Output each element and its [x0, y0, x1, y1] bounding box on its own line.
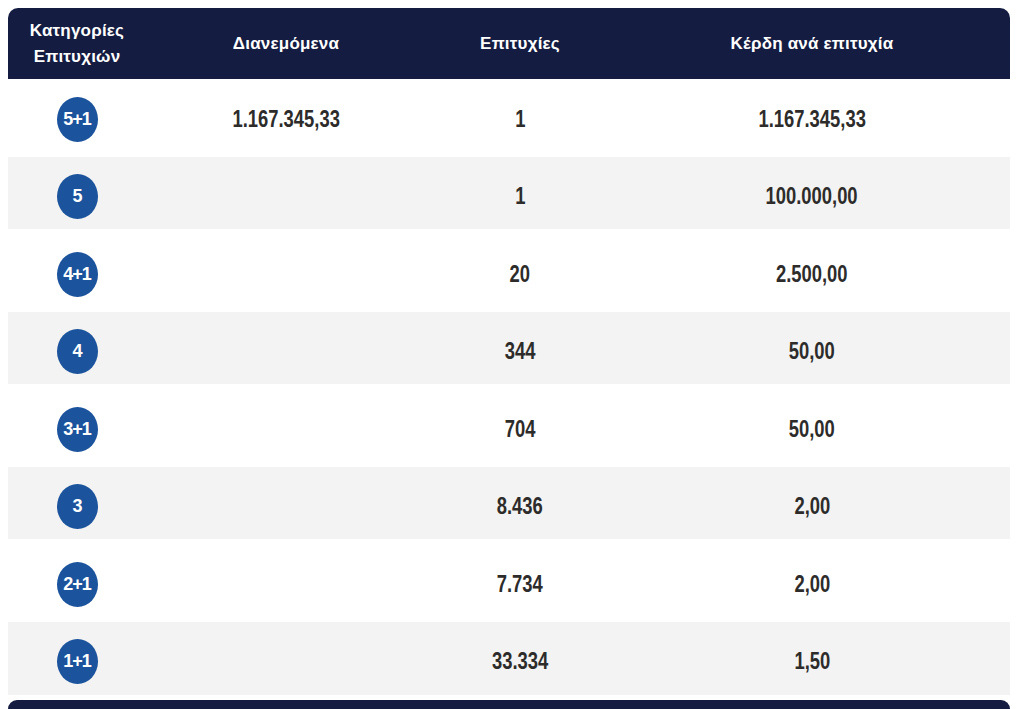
table-row: 4 344 50,00 [8, 312, 1010, 390]
category-badge: 2+1 [57, 562, 98, 607]
category-badge: 3+1 [57, 407, 98, 452]
prize-value: 2,00 [794, 493, 830, 520]
prize-value: 2.500,00 [776, 261, 848, 288]
next-table-header-top [8, 700, 1010, 709]
header-prize-per-win: Κέρδη ανά επιτυχία [614, 8, 1010, 79]
table-row: 5 1 100.000,00 [8, 157, 1010, 235]
category-badge: 4 [57, 329, 98, 374]
prize-value: 1,50 [794, 648, 830, 675]
table-row: 5+1 1.167.345,33 1 1.167.345,33 [8, 79, 1010, 157]
category-badge: 4+1 [57, 252, 98, 297]
distributed-value: 1.167.345,33 [232, 106, 339, 133]
winnings-table: ΚατηγορίεςΕπιτυχιών Διανεμόμενα Επιτυχίε… [8, 8, 1010, 699]
wins-value: 20 [510, 261, 530, 288]
header-wins: Επιτυχίες [426, 8, 614, 79]
wins-value: 8.436 [497, 493, 543, 520]
header-categories: ΚατηγορίεςΕπιτυχιών [8, 8, 146, 79]
header-distributed: Διανεμόμενα [146, 8, 426, 79]
category-badge: 1+1 [57, 639, 98, 684]
wins-value: 1 [515, 183, 525, 210]
table-row: 4+1 20 2.500,00 [8, 234, 1010, 312]
prize-value: 2,00 [794, 571, 830, 598]
category-badge: 5+1 [57, 97, 98, 142]
prize-value: 50,00 [789, 416, 835, 443]
table-row: 3 8.436 2,00 [8, 467, 1010, 545]
table-header-row: ΚατηγορίεςΕπιτυχιών Διανεμόμενα Επιτυχίε… [8, 8, 1010, 79]
prize-value: 1.167.345,33 [758, 106, 865, 133]
table-row: 1+1 33.334 1,50 [8, 622, 1010, 700]
table-row: 2+1 7.734 2,00 [8, 544, 1010, 622]
category-badge: 3 [57, 484, 98, 529]
table-row: 3+1 704 50,00 [8, 389, 1010, 467]
wins-value: 344 [505, 338, 536, 365]
wins-value: 7.734 [497, 571, 543, 598]
category-badge: 5 [57, 174, 98, 219]
prize-value: 100.000,00 [766, 183, 858, 210]
wins-value: 704 [505, 416, 536, 443]
wins-value: 33.334 [492, 648, 548, 675]
prize-value: 50,00 [789, 338, 835, 365]
wins-value: 1 [515, 106, 525, 133]
